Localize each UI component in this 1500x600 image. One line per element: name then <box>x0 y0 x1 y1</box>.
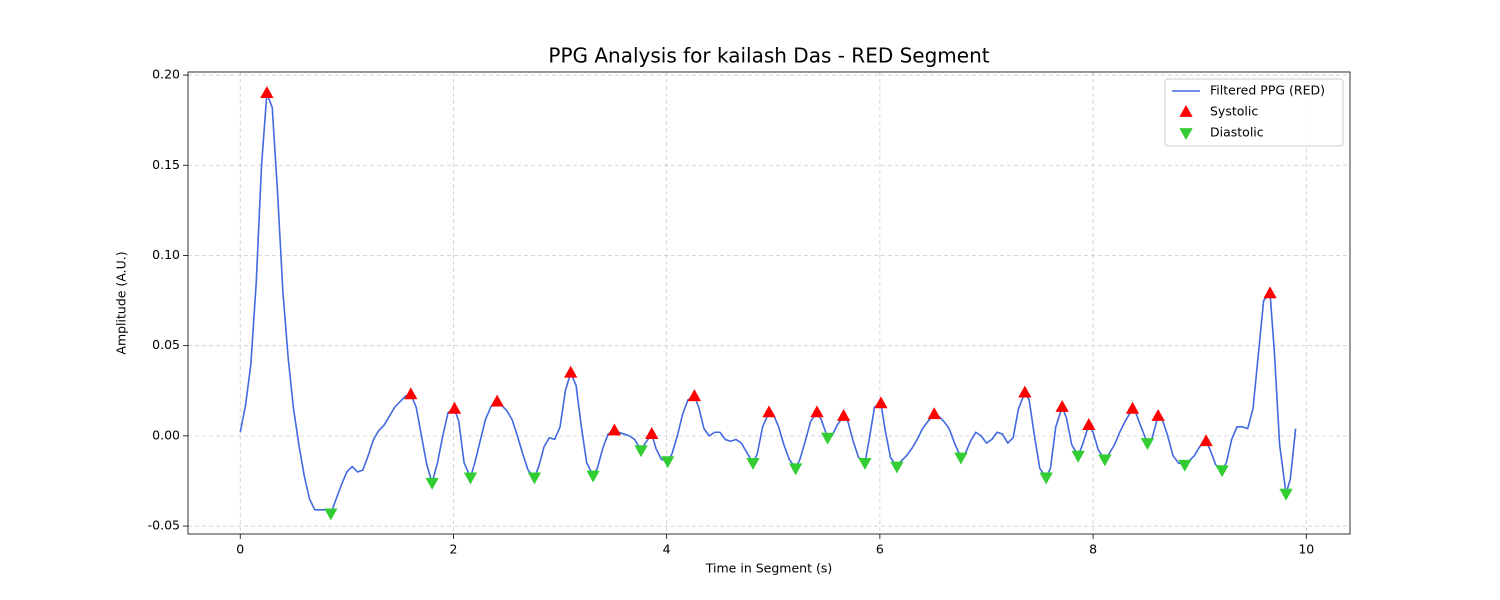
x-tick-label: 4 <box>663 542 671 557</box>
systolic-marker <box>836 409 851 421</box>
systolic-marker <box>874 396 888 409</box>
legend-swatch <box>1179 105 1193 117</box>
diastolic-marker <box>1279 488 1293 501</box>
diastolic-marker <box>820 432 835 445</box>
y-axis-label: Amplitude (A.U.) <box>114 251 129 354</box>
x-axis-label: Time in Segment (s) <box>705 561 832 576</box>
systolic-marker <box>447 401 462 414</box>
systolic-marker <box>1151 409 1165 421</box>
diastolic-marker <box>463 472 478 485</box>
systolic-marker <box>404 387 418 400</box>
diastolic-marker <box>746 458 760 470</box>
systolic-marker <box>810 405 824 418</box>
x-tick-label: 6 <box>876 542 884 557</box>
diastolic-marker <box>1071 450 1085 463</box>
y-tick-label: -0.05 <box>148 518 180 533</box>
y-tick-label: 0.00 <box>152 427 180 442</box>
y-tick-label: 0.10 <box>152 247 180 262</box>
diastolic-marker <box>1140 438 1155 451</box>
diastolic-marker <box>324 508 338 521</box>
legend-label: Filtered PPG (RED) <box>1210 83 1325 98</box>
diastolic-marker <box>586 470 600 483</box>
chart-title: PPG Analysis for kailash Das - RED Segme… <box>548 44 989 68</box>
x-tick-label: 10 <box>1298 542 1314 557</box>
systolic-marker <box>645 427 659 439</box>
systolic-marker <box>564 365 578 378</box>
systolic-marker <box>1018 385 1032 398</box>
diastolic-marker <box>425 477 439 490</box>
diastolic-marker <box>954 452 968 465</box>
diastolic-marker <box>1215 465 1229 478</box>
x-tick-label: 0 <box>236 542 244 557</box>
diastolic-marker <box>661 456 675 469</box>
legend-swatch <box>1179 128 1193 140</box>
legend-label: Diastolic <box>1210 125 1264 140</box>
diastolic-marker <box>789 463 803 476</box>
systolic-marker <box>927 407 941 420</box>
legend-label: Systolic <box>1210 104 1258 119</box>
legend-box <box>1164 78 1344 147</box>
diastolic-marker <box>634 445 648 458</box>
plot-frame <box>187 71 1351 535</box>
diastolic-marker <box>890 461 904 474</box>
x-tick-label: 2 <box>449 542 457 557</box>
diastolic-marker <box>1039 472 1053 485</box>
diastolic-marker <box>527 472 542 485</box>
systolic-marker <box>1082 418 1096 430</box>
systolic-marker <box>490 394 504 407</box>
y-tick-label: 0.20 <box>152 67 180 82</box>
y-tick-label: 0.15 <box>152 157 180 172</box>
systolic-marker <box>1055 399 1069 412</box>
diastolic-marker <box>858 458 872 470</box>
diastolic-marker <box>1098 454 1112 467</box>
systolic-marker <box>1199 434 1213 447</box>
systolic-marker <box>260 86 274 99</box>
systolic-marker <box>762 405 776 418</box>
diastolic-marker <box>1178 459 1192 472</box>
y-tick-label: 0.05 <box>152 337 180 352</box>
ppg-line <box>239 92 1297 515</box>
systolic-marker <box>607 423 622 436</box>
systolic-marker <box>1263 286 1277 299</box>
systolic-marker <box>687 389 702 402</box>
x-tick-label: 8 <box>1089 542 1097 557</box>
systolic-marker <box>1125 401 1140 414</box>
